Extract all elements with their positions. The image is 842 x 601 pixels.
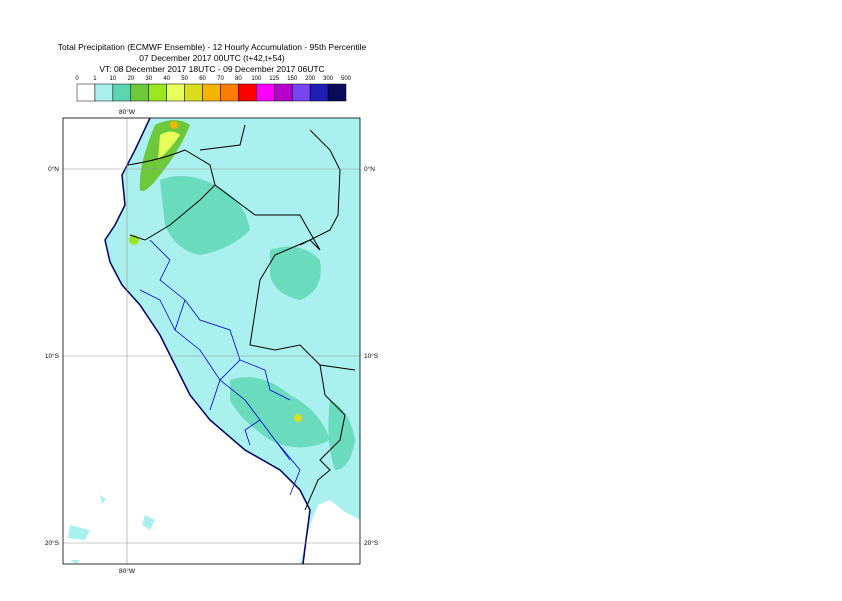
- lat-label: 10°S: [364, 352, 379, 360]
- colorbar-label: 40: [163, 76, 170, 82]
- colorbar-label: 500: [341, 76, 352, 82]
- colorbar-label: 30: [145, 76, 152, 82]
- colorbar-box: [220, 83, 239, 102]
- region-borders: [139, 239, 301, 496]
- colorbar-box: [184, 83, 203, 102]
- colorbar-box: [112, 83, 132, 102]
- colorbar-label: 125: [269, 76, 280, 82]
- precip-heavier: [158, 131, 180, 160]
- colorbar: 0 1 10 20 30 40 50 60 70 80 100 125 150 200 300 500: [75, 76, 352, 102]
- lat-label: 0°N: [364, 165, 375, 173]
- lat-label: 10°S: [45, 352, 60, 360]
- lat-label: 20°S: [45, 539, 60, 547]
- lon-label: 80°W: [119, 108, 136, 116]
- colorbar-box: [274, 83, 293, 102]
- country-borders: [127, 124, 356, 511]
- precip-peak: [170, 121, 178, 129]
- lat-label: 0°N: [48, 165, 59, 173]
- colorbar-box: [309, 83, 329, 102]
- colorbar-label: 50: [181, 76, 188, 82]
- colorbar-label: 200: [305, 76, 316, 82]
- colorbar-box: [291, 83, 311, 102]
- colorbar-label: 0: [75, 76, 79, 82]
- colorbar-box: [76, 83, 96, 102]
- colorbar-label: 100: [251, 76, 262, 82]
- colorbar-box: [148, 83, 167, 102]
- subtitle: 07 December 2017 00UTC (t+42,t+54): [139, 53, 285, 63]
- colorbar-label: 300: [323, 76, 334, 82]
- colorbar-box: [166, 83, 185, 102]
- title: Total Precipitation (ECMWF Ensemble) - 1…: [58, 42, 367, 52]
- colorbar-label: 10: [110, 76, 117, 82]
- colorbar-box: [327, 83, 347, 102]
- colorbar-label: 1: [93, 76, 97, 82]
- map: 80°W 80°W 0°N 0°N 10°S 10°S 20°S 20°S: [45, 108, 379, 575]
- precip-moderate: [270, 246, 321, 300]
- lat-label: 20°S: [364, 539, 379, 547]
- colorbar-label: 20: [127, 76, 134, 82]
- colorbar-box: [256, 83, 275, 102]
- colorbar-label: 60: [199, 76, 206, 82]
- lon-label: 80°W: [119, 567, 136, 575]
- coastline: [104, 117, 311, 565]
- map-frame: [62, 117, 361, 565]
- precip-moderate: [230, 377, 330, 448]
- colorbar-label: 150: [287, 76, 298, 82]
- precip-moderate: [160, 176, 250, 255]
- precip-local: [294, 414, 302, 422]
- colorbar-label: 70: [217, 76, 224, 82]
- colorbar-box: [94, 83, 114, 102]
- colorbar-box: [130, 83, 149, 102]
- colorbar-box: [238, 83, 257, 102]
- colorbar-label: 80: [235, 76, 242, 82]
- valid-time: VT: 08 December 2017 18UTC - 09 December…: [99, 64, 324, 74]
- precip-moderate: [328, 400, 355, 470]
- colorbar-box: [202, 83, 221, 102]
- precip-scattered: [68, 495, 155, 564]
